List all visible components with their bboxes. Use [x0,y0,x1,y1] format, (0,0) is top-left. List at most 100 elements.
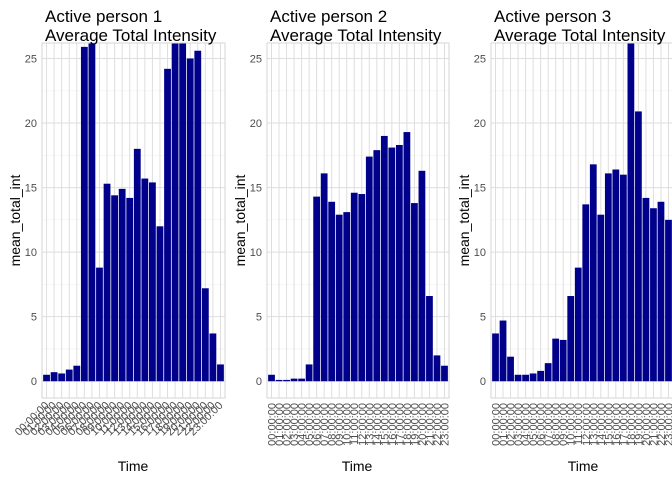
x-tick-label: 04:00:00 [521,403,533,446]
x-tick-label: 14:00:00 [372,403,384,446]
chart-subtitle: Average Total Intensity [45,26,217,45]
bar-14-00-00 [373,150,381,382]
bar-18-00-00 [403,132,411,382]
bar-22-00-00 [433,355,441,382]
x-tick-label: 13:00:00 [588,403,600,446]
chart-subtitle: Average Total Intensity [494,26,666,45]
x-axis-title: Time [118,458,149,474]
x-tick-label: 17:00:00 [394,403,406,446]
bar-18-00-00 [179,43,187,382]
bar-15-00-00 [604,173,612,382]
x-tick-label: 20:00:00 [417,403,429,446]
x-tick-label: 10:00:00 [342,403,354,446]
panel-border [490,42,672,399]
bar-16-00-00 [388,147,396,382]
x-tick-label: 10:00:00 [566,403,578,446]
bar-17-00-00 [171,43,179,382]
y-tick-label: 25 [25,53,37,65]
x-tick-label: 06:00:00 [536,403,548,446]
bar-10-00-00 [567,296,575,382]
bar-23-00-00 [217,364,224,382]
bar-08-00-00 [103,183,111,382]
y-tick-label: 25 [250,53,262,65]
bar-14-00-00 [149,182,156,382]
y-tick-label: 5 [31,312,37,324]
x-tick-label: 23:00:00 [663,403,672,446]
x-tick-label: 01:00:00 [498,403,510,446]
chart-panel-2: 0 5 10 15 20 25 00:00:0001:00:0002:00:0003:00:… [232,7,451,474]
chart-title: Active person 1 [45,7,162,26]
x-tick-label: 11:00:00 [349,403,361,445]
x-tick-label: 00:00:00 [491,403,503,446]
x-tick-label: 12:00:00 [357,403,369,446]
bar-13-00-00 [589,164,597,382]
y-tick-label: 20 [250,118,262,130]
bar-05-00-00 [529,373,537,382]
x-tick-label: 05:00:00 [528,403,540,446]
y-axis-title: mean_total_int [456,174,472,266]
x-tick-label: 16:00:00 [611,403,623,446]
bar-05-00-00 [80,46,88,382]
bar-16-00-00 [164,68,171,382]
bar-15-00-00 [380,135,388,382]
x-tick-label: 06:00:00 [312,403,324,446]
x-axis-title: Time [568,458,599,474]
bar-07-00-00 [544,363,552,382]
bar-17-00-00 [395,144,403,382]
x-tick-label: 18:00:00 [402,403,414,446]
bar-21-00-00 [650,208,657,382]
bar-04-00-00 [73,365,81,382]
bar-19-00-00 [635,111,642,382]
bar-20-00-00 [418,170,426,382]
y-tick-label: 0 [31,376,37,388]
x-tick-label: 03:00:00 [513,403,525,446]
y-tick-label: 5 [480,312,486,324]
chart-title: Active person 3 [494,7,611,26]
x-tick-label: 21:00:00 [424,403,436,446]
bar-17-00-00 [619,174,627,382]
bar-11-00-00 [126,197,134,382]
x-tick-label: 02:00:00 [506,403,518,446]
bar-08-00-00 [552,338,560,382]
bar-22-00-00 [209,333,217,382]
bar-05-00-00 [305,364,313,382]
y-tick-label: 5 [256,312,262,324]
x-tick-label: 12:00:00 [581,403,593,446]
chart-panel-3: 0 5 10 15 20 25 00:00:0001:00:0002:00:0003:00:… [456,7,672,474]
bar-09-00-00 [559,339,567,382]
bar-11-00-00 [350,192,358,382]
bar-01-00-00 [50,372,58,382]
y-axis-title: mean_total_int [232,174,248,266]
chart-subtitle: Average Total Intensity [270,26,442,45]
x-tick-label: 21:00:00 [648,403,660,446]
y-tick-label: 20 [25,118,37,130]
chart-panel-1: 051015202500:00:0001:00:0002:00:0003:00:… [7,7,226,474]
bar-20-00-00 [194,50,202,382]
x-tick-label: 03:00:00 [289,403,301,446]
bar-12-00-00 [133,148,141,382]
y-tick-label: 15 [250,183,262,195]
x-tick-label: 15:00:00 [379,403,391,446]
x-tick-label: 11:00:00 [573,403,585,445]
y-tick-label: 15 [25,183,37,195]
x-tick-label: 07:00:00 [543,403,555,446]
x-tick-label: 13:00:00 [364,403,376,446]
bar-13-00-00 [365,156,373,382]
bar-23-00-00 [665,219,672,382]
y-tick-label: 25 [474,53,486,65]
bar-19-00-00 [411,203,418,382]
y-tick-label: 20 [474,118,486,130]
y-tick-label: 10 [25,247,37,259]
x-tick-label: 14:00:00 [596,403,608,446]
y-tick-label: 10 [474,247,486,259]
panel-border [266,42,450,399]
bar-22-00-00 [657,201,665,382]
bar-21-00-00 [201,288,209,382]
bar-02-00-00 [507,356,514,382]
bar-01-00-00 [499,320,507,382]
x-tick-label: 23:00:00 [439,403,451,446]
bar-14-00-00 [597,214,605,382]
bar-23-00-00 [441,365,448,382]
